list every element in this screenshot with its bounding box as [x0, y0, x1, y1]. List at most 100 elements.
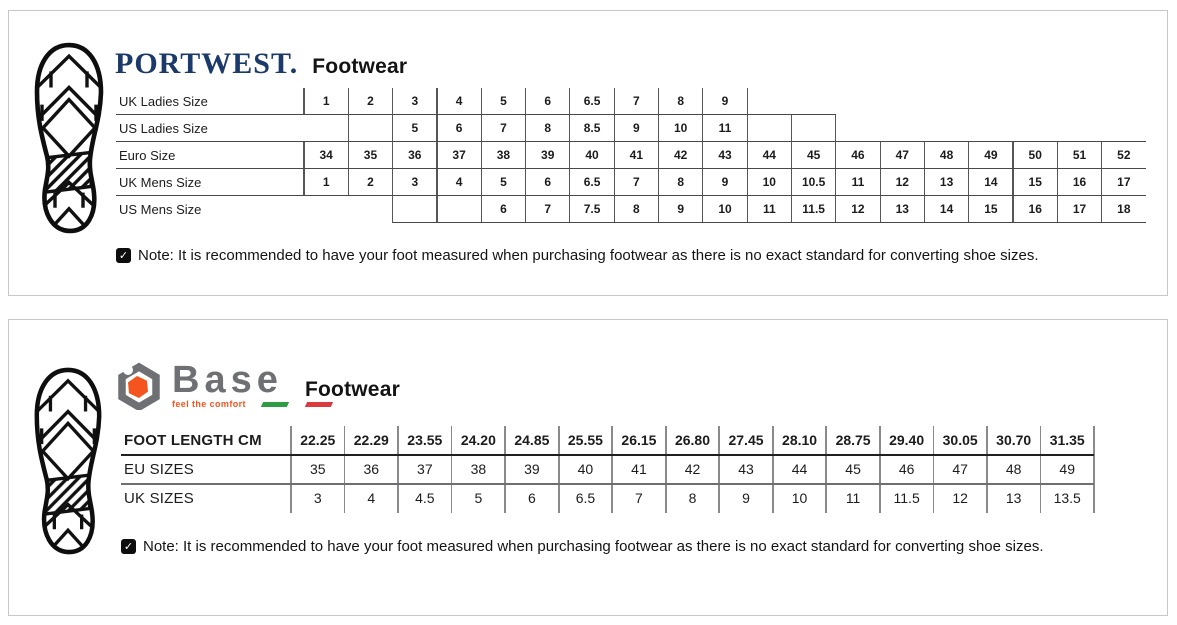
size-cell: 7 — [633, 94, 640, 108]
size-cell: 46 — [851, 148, 865, 162]
table-gridline — [392, 88, 394, 115]
table-gridline — [1039, 426, 1042, 513]
size-cell: 51 — [1072, 148, 1087, 162]
table-gridline — [835, 142, 837, 169]
table-gridline — [436, 196, 438, 223]
size-cell: 11 — [718, 121, 732, 135]
size-cell: 12 — [952, 490, 968, 506]
size-cell: 7.5 — [583, 202, 601, 216]
size-cell: 10 — [718, 202, 732, 216]
size-cell: 5 — [474, 490, 483, 506]
table-gridline — [613, 142, 615, 169]
table-gridline — [347, 88, 349, 115]
row-label: EU SIZES — [124, 461, 194, 478]
table-gridline — [524, 196, 527, 223]
size-cell: 39 — [541, 148, 555, 162]
size-cell: 16 — [1028, 202, 1042, 216]
row-label: US Mens Size — [119, 202, 202, 217]
size-cell: 5 — [500, 175, 507, 189]
table-gridline — [569, 88, 571, 115]
size-cell: 14 — [939, 202, 954, 216]
size-cell: 40 — [577, 461, 594, 477]
size-cell: 9 — [721, 94, 729, 108]
table-gridline — [664, 426, 667, 513]
size-cell: 30.70 — [996, 432, 1032, 448]
table-gridline — [436, 115, 438, 142]
table-gridline — [878, 426, 881, 513]
size-cell: 2 — [367, 175, 374, 189]
size-cell: 25.55 — [567, 432, 603, 448]
size-cell: 9 — [742, 490, 750, 506]
table-gridline — [303, 169, 305, 196]
size-cell: 24.20 — [460, 432, 496, 448]
table-gridline — [923, 142, 925, 169]
size-cell: 38 — [496, 148, 511, 162]
boot-sole-icon — [29, 41, 109, 235]
size-cell: 6 — [544, 94, 552, 108]
portwest-logo: PORTWEST. — [115, 47, 299, 80]
table-gridline — [1101, 169, 1103, 196]
base-tagline-row: feel the comfort — [172, 399, 334, 409]
table-gridline — [121, 483, 1094, 485]
table-gridline — [116, 141, 1146, 143]
size-cell: 17 — [1117, 175, 1131, 189]
table-gridline — [392, 142, 394, 169]
table-gridline — [1012, 169, 1014, 196]
table-gridline — [392, 169, 394, 196]
row-label: US Ladies Size — [119, 121, 208, 136]
size-cell: 38 — [470, 461, 487, 477]
size-cell: 46 — [898, 461, 915, 477]
table-gridline — [397, 426, 399, 513]
table-gridline — [746, 196, 748, 223]
table-gridline — [1101, 142, 1103, 169]
size-cell: 26.80 — [674, 432, 710, 448]
table-gridline — [968, 142, 970, 169]
boot-sole-icon — [29, 366, 107, 556]
size-cell: 13 — [1005, 490, 1022, 506]
note-check-icon: ✓ — [121, 539, 136, 554]
table-gridline — [746, 142, 748, 169]
table-gridline — [557, 426, 560, 513]
size-cell: 47 — [895, 148, 909, 162]
table-gridline — [790, 196, 793, 223]
table-gridline — [613, 115, 615, 142]
size-cell: 4 — [455, 94, 463, 108]
table-gridline — [657, 142, 660, 169]
table-gridline — [825, 426, 828, 513]
table-gridline — [657, 115, 660, 142]
size-cell: 45 — [845, 461, 861, 477]
table-gridline — [480, 169, 482, 196]
table-gridline — [569, 142, 571, 169]
size-cell: 36 — [408, 148, 422, 162]
table-gridline — [392, 115, 394, 142]
table-gridline — [343, 426, 346, 513]
table-gridline — [879, 196, 881, 223]
size-cell — [747, 115, 791, 142]
table-gridline — [657, 196, 660, 223]
table-gridline — [718, 426, 721, 513]
size-cell: 8 — [633, 202, 640, 216]
table-gridline — [702, 88, 704, 115]
size-cell: 39 — [524, 461, 540, 477]
table-gridline — [524, 88, 527, 115]
table-gridline — [613, 88, 615, 115]
table-gridline — [968, 196, 970, 223]
size-cell: 5 — [500, 94, 507, 108]
size-cell: 6.5 — [575, 490, 596, 506]
table-gridline — [613, 196, 615, 223]
table-gridline — [879, 169, 881, 196]
table-gridline — [1093, 426, 1095, 513]
table-gridline — [746, 169, 748, 196]
table-gridline — [702, 115, 704, 142]
size-cell: 28.10 — [782, 432, 818, 448]
size-cell: 45 — [806, 148, 821, 162]
size-cell: 6 — [455, 121, 463, 135]
size-cell: 23.55 — [407, 432, 443, 448]
table-gridline — [1056, 142, 1058, 169]
size-cell: 6.5 — [583, 175, 601, 189]
size-cell: 16 — [1072, 175, 1087, 189]
size-cell: 9 — [633, 121, 640, 135]
size-cell: 13 — [939, 175, 954, 189]
table-gridline — [657, 88, 660, 115]
size-cell: 48 — [939, 148, 954, 162]
